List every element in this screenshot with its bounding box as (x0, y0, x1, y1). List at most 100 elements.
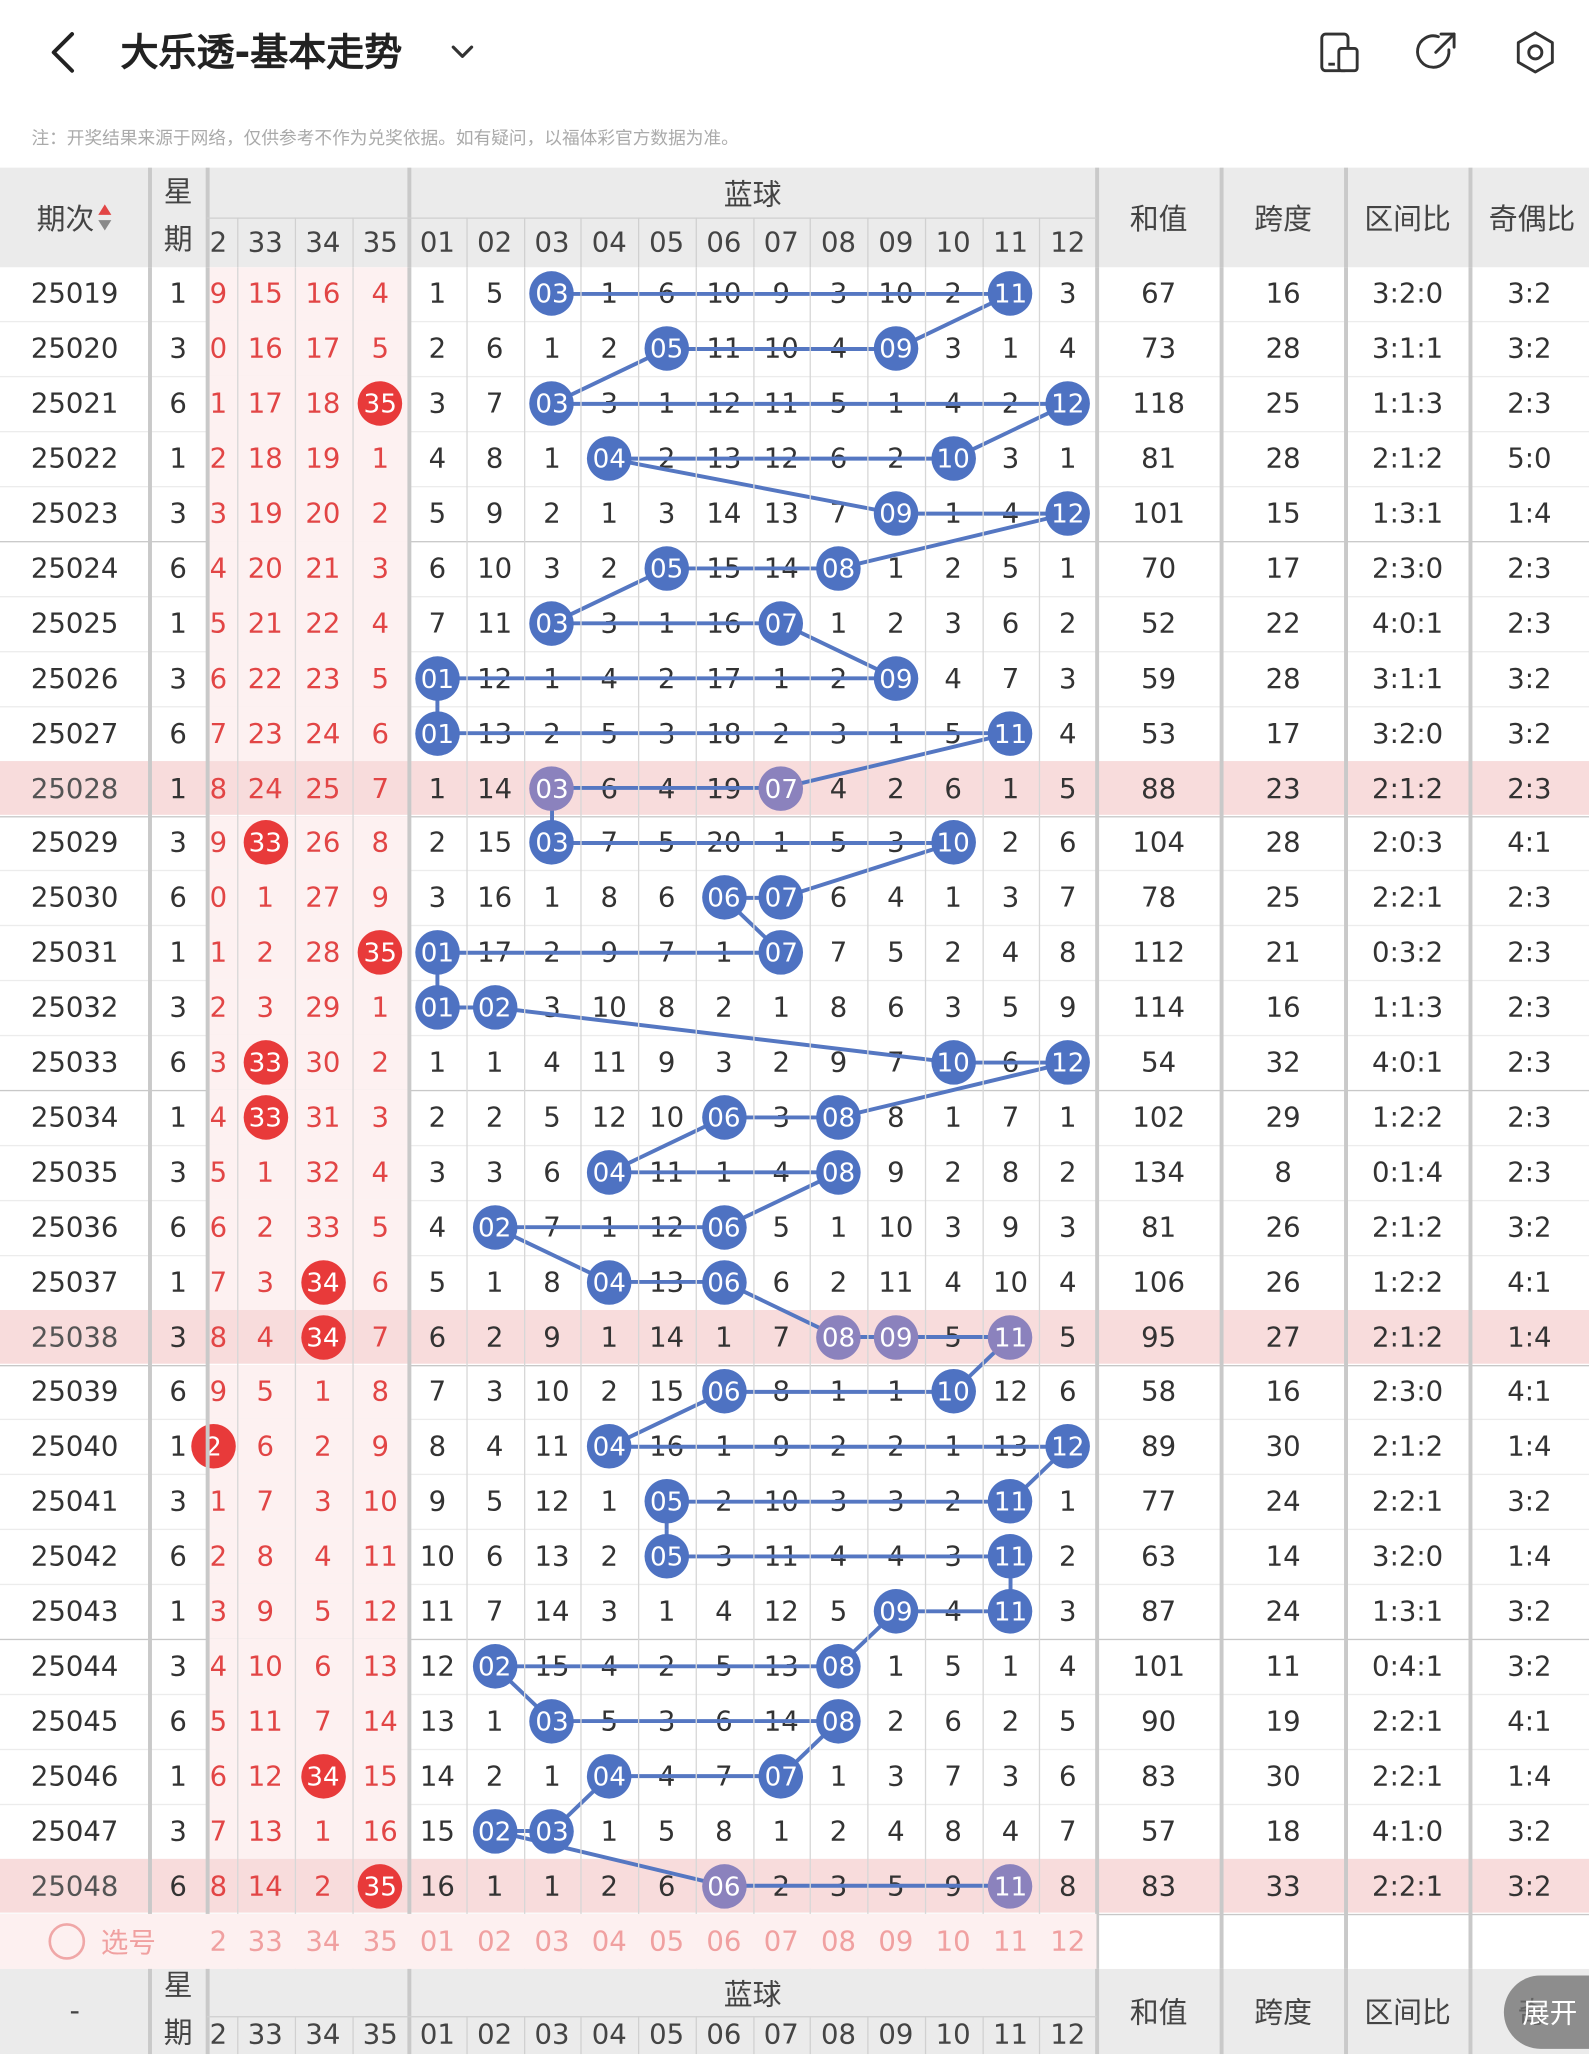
stat-cell-oe: 2:3 (1507, 1101, 1552, 1134)
blue-miss-cell: 3 (1059, 662, 1077, 694)
header-divider (206, 217, 1097, 219)
blue-miss-cell: 8 (657, 991, 676, 1024)
select-blue-number[interactable]: 10 (935, 1925, 971, 1957)
footer-weekday-header-char: 星 (163, 1970, 193, 2004)
column-divider (1219, 1968, 1224, 2055)
stat-cell-span: 24 (1265, 1595, 1301, 1628)
footer-blue-col-header: 08 (809, 2015, 868, 2055)
select-blue-number[interactable]: 11 (992, 1925, 1029, 1957)
blue-miss-cell: 15 (706, 552, 742, 585)
issue-cell: 25048 (30, 1870, 119, 1902)
blue-col-header: 05 (637, 217, 696, 267)
select-front-number[interactable]: 2 (209, 1925, 228, 1957)
blue-miss-cell: 19 (706, 772, 742, 804)
column-divider (236, 2015, 238, 2055)
stat-header-span[interactable]: 跨度 (1220, 167, 1346, 267)
blue-miss-cell: 4 (485, 1430, 504, 1463)
stat-cell-oe: 3:2 (1507, 278, 1552, 310)
settings-button[interactable] (1509, 26, 1561, 78)
footer-issue-header[interactable]: - (0, 1968, 150, 2055)
blue-col-header: 08 (809, 217, 868, 267)
select-radio[interactable] (48, 1922, 86, 1960)
stat-cell-zone: 2:1:2 (1372, 772, 1444, 804)
select-blue-number[interactable]: 08 (821, 1925, 857, 1957)
stat-cell-oe: 2:3 (1507, 607, 1552, 640)
blue-miss-cell: 10 (878, 278, 914, 310)
select-blue-number[interactable]: 07 (763, 1925, 799, 1957)
select-blue-number[interactable]: 03 (534, 1925, 570, 1957)
weekday-cell: 1 (169, 1101, 187, 1134)
stat-header-odd-even[interactable]: 奇偶比 (1469, 167, 1589, 267)
front-miss-cell: 14 (362, 1705, 398, 1737)
column-divider (351, 266, 354, 1969)
stat-cell-zone: 4:0:1 (1372, 1046, 1444, 1079)
footer-stat-header-span[interactable]: 跨度 (1220, 1968, 1346, 2055)
footer-stat-header-sum[interactable]: 和值 (1096, 1968, 1221, 2055)
front-miss-cell: 9 (209, 1376, 228, 1408)
issue-cell: 25030 (30, 882, 119, 914)
front-hit-ball: 33 (243, 1040, 288, 1085)
blue-miss-cell: 5 (944, 1321, 962, 1353)
column-divider (752, 217, 754, 267)
blue-miss-cell: 1 (829, 1211, 848, 1243)
column-divider (205, 167, 210, 267)
blue-miss-cell: 2 (715, 1485, 733, 1518)
stat-header-zone-ratio[interactable]: 区间比 (1345, 167, 1470, 267)
blue-miss-cell: 3 (944, 607, 962, 640)
stat-cell-zone: 3:2:0 (1372, 717, 1444, 749)
select-front-number[interactable]: 34 (305, 1925, 341, 1957)
select-blue-number[interactable]: 01 (419, 1925, 455, 1957)
select-blue-number[interactable]: 09 (878, 1925, 914, 1957)
issue-cell: 25037 (30, 1266, 119, 1298)
issue-cell: 25020 (30, 333, 119, 365)
footer-stat-header-zone-ratio[interactable]: 区间比 (1345, 1968, 1470, 2055)
select-front-number[interactable]: 33 (247, 1925, 283, 1957)
front-hit-ball: 35 (357, 381, 403, 427)
issue-header[interactable]: 期次 (0, 167, 150, 267)
front-miss-cell: 19 (247, 497, 283, 530)
layout-toggle-button[interactable] (1313, 26, 1365, 78)
weekday-cell: 3 (169, 991, 187, 1024)
front-miss-cell: 9 (371, 882, 389, 914)
front-miss-cell: 5 (209, 1156, 228, 1188)
front-miss-cell: 12 (247, 1760, 283, 1792)
blue-hit-ball: 11 (988, 1863, 1033, 1909)
column-divider (1219, 266, 1224, 1969)
select-blue-number[interactable]: 06 (706, 1925, 742, 1957)
select-label[interactable]: 选号 (100, 1926, 156, 1958)
stat-cell-oe: 3:2 (1507, 1650, 1552, 1682)
stat-cell-zone: 2:1:2 (1372, 1321, 1444, 1353)
select-blue-number[interactable]: 02 (477, 1925, 513, 1957)
issue-cell: 25041 (30, 1485, 119, 1518)
front-miss-cell: 7 (371, 1321, 389, 1353)
stat-cell-zone: 3:2:0 (1372, 278, 1444, 310)
blue-miss-cell: 1 (887, 552, 905, 585)
blue-miss-cell: 2 (772, 1046, 791, 1079)
blue-miss-cell: 5 (829, 1595, 848, 1628)
page-title[interactable]: 大乐透-基本走势 (120, 30, 403, 75)
select-front-number[interactable]: 35 (362, 1925, 398, 1957)
blue-miss-cell: 4 (657, 772, 676, 804)
stat-cell-oe: 1:4 (1507, 1430, 1552, 1463)
blue-miss-cell: 7 (829, 497, 848, 530)
back-button[interactable] (39, 24, 86, 82)
blue-miss-cell: 4 (600, 662, 619, 694)
blue-miss-cell: 4 (428, 1211, 447, 1243)
share-button[interactable] (1410, 26, 1462, 78)
front-miss-cell: 6 (209, 662, 228, 694)
blue-miss-cell: 3 (715, 1540, 733, 1573)
column-divider (205, 266, 210, 1969)
select-blue-number[interactable]: 05 (649, 1925, 685, 1957)
front-miss-cell: 22 (247, 662, 283, 694)
blue-miss-cell: 1 (600, 1815, 619, 1847)
blue-miss-cell: 4 (829, 772, 848, 804)
blue-miss-cell: 10 (992, 1266, 1029, 1298)
title-dropdown-button[interactable] (445, 34, 479, 71)
expand-button[interactable]: 展开 (1503, 1975, 1589, 2049)
stat-header-sum[interactable]: 和值 (1096, 167, 1221, 267)
select-blue-number[interactable]: 04 (591, 1925, 627, 1957)
issue-cell: 25019 (30, 278, 119, 310)
weekday-cell: 3 (169, 1650, 187, 1682)
select-blue-number[interactable]: 12 (1050, 1925, 1086, 1957)
stat-cell-oe: 4:1 (1507, 1705, 1552, 1737)
